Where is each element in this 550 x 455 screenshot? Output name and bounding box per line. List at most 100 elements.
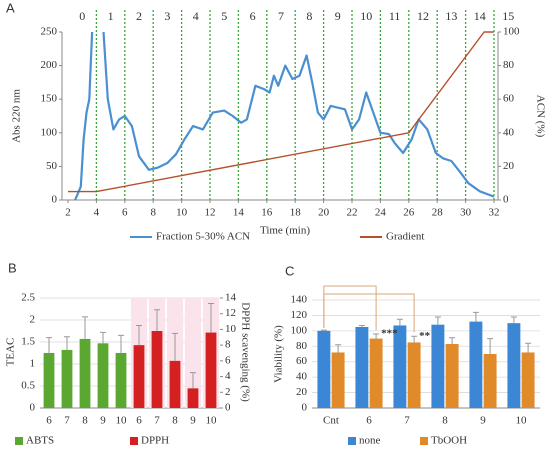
error-bar [487,338,494,354]
bar [469,321,483,408]
y2-axis-label: DPPH scavenging (%) [239,302,251,402]
x-tick-label: 10 [116,415,128,427]
legend-label: none [359,435,381,447]
x-tick-label: 8 [150,207,156,219]
series-line [68,31,494,193]
legend-swatch [15,437,23,445]
fraction-label: 8 [306,9,312,23]
y-tick-label: 250 [41,26,58,38]
fraction-label: 4 [193,9,199,23]
x-tick-label: 12 [205,207,216,219]
bar [317,330,331,408]
y-tick-label: 100 [503,26,520,38]
x-tick-label: 9 [190,415,196,427]
legend-label: ABTS [26,435,54,447]
bar [393,325,407,408]
y-tick-label: 80 [296,340,308,352]
x-tick-label: 30 [460,207,472,219]
legend-label: Fraction 5-30% ACN [156,231,250,243]
y-tick-label: 80 [503,59,515,71]
x-tick-label: 26 [403,207,415,219]
error-bar [320,329,327,331]
x-tick-label: 16 [261,207,273,219]
legend-swatch [348,437,356,445]
y-axis-label: Viability (%) [273,325,285,383]
bar [431,324,445,408]
bar [115,353,127,408]
y-tick-label: 12 [225,307,236,319]
error-bar [154,309,160,331]
fraction-label: 6 [250,9,256,23]
fraction-label: 5 [221,9,227,23]
x-tick-label: 14 [233,207,245,219]
bar [331,352,345,408]
bar [483,354,497,408]
error-bar [100,331,106,344]
y-tick-label: 100 [41,126,58,138]
legend-swatch [420,437,428,445]
bar [133,345,145,408]
bar [445,343,459,408]
y-tick-label: 20 [503,160,515,172]
significance-bracket [323,285,377,330]
y2-axis-label: ACN (%) [534,95,546,138]
fraction-label: 10 [360,9,372,23]
x-tick-label: 10 [206,415,218,427]
fraction-label: 9 [335,9,341,23]
y-tick-label: 100 [291,324,308,336]
error-bar [434,316,441,325]
error-bar [82,316,88,339]
error-bar [335,344,342,353]
annotation: *** [381,327,398,339]
fraction-label: 0 [79,9,85,23]
y-tick-label: 200 [41,59,58,71]
error-bar [172,332,178,361]
bar [187,388,199,408]
y-tick-label: 10 [225,323,237,335]
error-bar [358,324,365,327]
x-tick-label: 20 [318,207,330,219]
y-tick-label: 40 [296,371,308,383]
x-tick-label: 10 [516,415,528,427]
panel-label: B [8,260,17,275]
significance-bracket [323,293,415,333]
y-tick-label: 1 [30,358,36,370]
x-tick-label: 9 [100,415,106,427]
x-tick-label: 32 [489,207,500,219]
y-tick-label: 14 [225,292,237,304]
y-tick-label: 120 [291,309,308,321]
x-tick-label: 6 [136,415,142,427]
y-tick-label: 40 [503,126,515,138]
x-tick-label: 28 [432,207,444,219]
x-tick-label: 8 [82,415,88,427]
x-tick-label: 6 [366,415,372,427]
y-tick-label: 140 [291,294,308,306]
y-tick-label: 8 [225,339,231,351]
y-tick-label: 0 [52,194,58,206]
fraction-label: 15 [502,9,514,23]
bar [97,343,109,408]
x-tick-label: 7 [404,415,410,427]
error-bar [449,337,456,344]
legend-label: DPPH [141,435,169,447]
bar [61,349,73,408]
legend-swatch [130,437,138,445]
y-tick-label: 2 [30,314,36,326]
fraction-label: 7 [278,9,284,23]
highlight [184,298,202,408]
error-bar [46,337,52,353]
error-bar [118,334,124,353]
bar [151,331,163,408]
bar [521,352,535,408]
x-tick-label: 6 [122,207,128,219]
y-tick-label: 0 [503,194,509,206]
panel-label: A [6,0,15,15]
x-tick-label: Cnt [323,415,339,427]
error-bar [510,316,517,324]
y-tick-label: 0 [302,402,308,414]
bar [205,332,217,408]
error-bar [64,336,70,350]
bar [43,353,55,408]
annotation: ** [419,330,431,342]
